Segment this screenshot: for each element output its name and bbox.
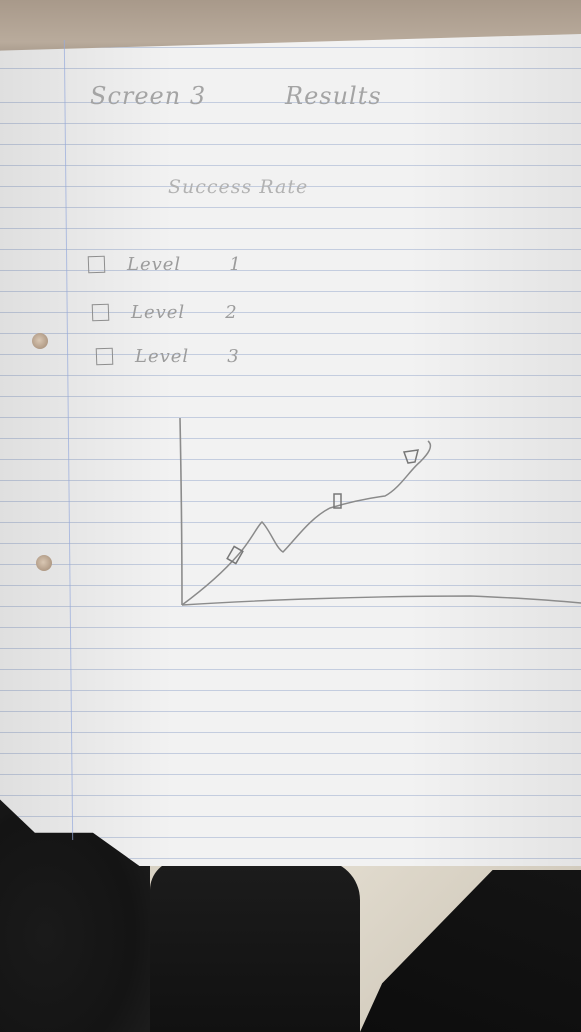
graph-x-axis — [181, 595, 581, 606]
sketch-title-results: Results — [285, 82, 382, 110]
checklist-number: 2 — [225, 302, 238, 323]
graph-marker-level-1 — [226, 545, 244, 565]
sketch-title-screen: Screen 3 — [90, 82, 207, 110]
checklist-item-level-3[interactable]: Level 3 — [95, 346, 240, 367]
graph-marker-level-3 — [402, 449, 419, 464]
checklist-item-level-1[interactable]: Level 1 — [87, 254, 242, 275]
lined-paper-sheet — [0, 34, 581, 866]
success-rate-sketch-graph — [179, 417, 581, 606]
checklist-item-level-2[interactable]: Level 2 — [91, 302, 238, 323]
graph-trend-line — [181, 440, 432, 606]
checklist-label: Level — [135, 346, 190, 367]
checkbox-icon[interactable] — [95, 347, 114, 366]
checklist-label: Level — [127, 254, 182, 275]
punch-hole-icon — [32, 333, 48, 349]
sketch-subtitle: Success Rate — [168, 176, 309, 198]
checklist-label: Level — [131, 302, 186, 323]
graph-y-axis — [179, 417, 183, 606]
checkbox-icon[interactable] — [91, 303, 110, 322]
graph-marker-level-2 — [333, 493, 342, 509]
checkbox-icon[interactable] — [87, 255, 106, 274]
dark-object-center — [150, 860, 360, 1032]
checklist-number: 3 — [227, 346, 240, 367]
checklist-number: 1 — [229, 254, 242, 275]
punch-hole-icon — [36, 555, 52, 571]
